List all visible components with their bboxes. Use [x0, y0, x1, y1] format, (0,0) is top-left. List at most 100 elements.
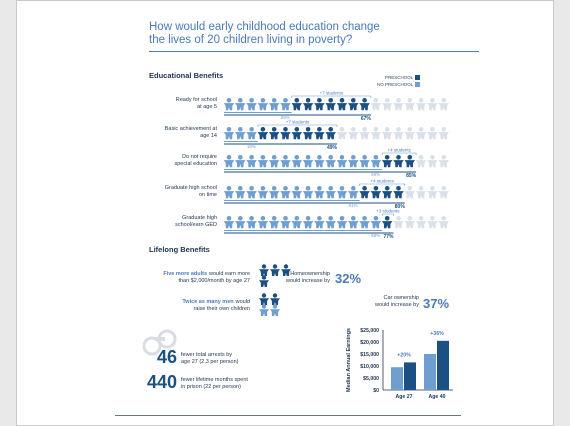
person-icon	[336, 154, 348, 168]
earnings-category-label: Age 27	[395, 394, 412, 400]
prison-text-1: fewer lifetime months spent	[181, 377, 248, 383]
person-icon	[280, 97, 291, 111]
person-icon	[325, 185, 336, 199]
infographic-page: How would early childhood education chan…	[16, 0, 554, 426]
person-icon	[359, 215, 370, 229]
person-icon	[302, 185, 314, 199]
no-preschool-value: 28%	[281, 115, 290, 120]
category-label: at age 5	[197, 104, 217, 110]
preschool-value: 77%	[383, 234, 394, 240]
increase-bracket	[257, 124, 338, 127]
adult-icons-group	[259, 264, 291, 316]
title-line-2: the lives of 20 children living in pover…	[149, 34, 353, 46]
person-icon	[393, 126, 404, 140]
person-icon	[438, 154, 449, 168]
y-tick-label: $0	[373, 388, 379, 394]
preschool-value: 80%	[395, 204, 406, 210]
person-icon	[302, 126, 314, 140]
person-icon	[381, 154, 393, 168]
category-label: school/earn GED	[175, 222, 217, 228]
person-icon	[393, 154, 404, 168]
person-icon	[359, 97, 370, 111]
category-label: Do not require	[182, 154, 217, 160]
person-icon	[348, 126, 359, 140]
adult-icon	[270, 264, 280, 276]
person-icon	[427, 97, 438, 111]
person-icon	[404, 126, 416, 140]
increase-label: +4 students	[370, 179, 394, 184]
no-preschool-value: 61%	[349, 203, 358, 208]
y-tick-label: $25,000	[360, 328, 379, 334]
prison-number: 440	[147, 372, 177, 392]
person-icon	[370, 215, 382, 229]
person-icon	[415, 126, 427, 140]
person-icon	[359, 185, 370, 199]
person-icon	[370, 154, 382, 168]
person-icon	[370, 185, 382, 199]
person-icon	[336, 185, 348, 199]
no-preschool-value: 68%	[371, 233, 380, 238]
person-icon	[280, 215, 291, 229]
preschool-value: 85%	[406, 173, 417, 179]
person-icon	[370, 97, 382, 111]
person-icon	[246, 185, 257, 199]
category-label: Basic achievement at	[165, 126, 218, 132]
person-icon	[291, 126, 303, 140]
person-icon	[257, 97, 269, 111]
educational-benefits-heading: Educational Benefits	[149, 71, 224, 80]
arrests-number: 46	[157, 347, 177, 367]
person-icon	[348, 215, 359, 229]
earnings-category-label: Age 40	[428, 394, 445, 400]
raise-highlight: Twice as many men	[182, 299, 234, 305]
increase-bracket	[359, 183, 406, 186]
person-icon	[427, 126, 438, 140]
person-icon	[246, 97, 257, 111]
person-icon	[291, 97, 303, 111]
category-label: age 14	[200, 133, 217, 139]
person-icon	[291, 154, 303, 168]
person-icon	[370, 126, 382, 140]
person-icon	[415, 215, 427, 229]
earnings-chart: $25,000 $20,000 $15,000 $10,000 $5,000 $0 Medi…	[346, 328, 453, 400]
home-percent: 32%	[335, 271, 361, 286]
increase-bracket	[291, 95, 372, 98]
person-icon	[257, 154, 269, 168]
person-icon	[291, 215, 303, 229]
person-icon	[381, 215, 393, 229]
person-icon	[280, 154, 291, 168]
person-icon	[223, 126, 235, 140]
legend-preschool: PRESCHOOL	[377, 74, 421, 81]
category-label: Graduate high	[182, 215, 217, 221]
person-icon	[393, 215, 404, 229]
chart-legend: PRESCHOOL NO PRESCHOOL	[377, 74, 421, 88]
y-tick-label: $20,000	[360, 340, 379, 346]
person-icon	[348, 97, 359, 111]
person-icon	[257, 215, 269, 229]
person-icon	[246, 154, 257, 168]
page-title: How would early childhood education chan…	[149, 21, 449, 47]
person-icon	[415, 154, 427, 168]
preschool-value: 49%	[327, 145, 338, 151]
earnings-bar	[437, 340, 449, 390]
person-icon	[257, 126, 269, 140]
handcuffs-icon	[142, 329, 177, 356]
title-rule	[149, 51, 479, 52]
earnings-increase-label: +20%	[397, 352, 411, 358]
legend-no-preschool-label: NO PRESCHOOL	[377, 82, 414, 87]
category-label: Graduate high school	[165, 185, 217, 191]
earn-highlight: Five more adults	[163, 271, 207, 277]
no-preschool-value: 15%	[247, 144, 256, 149]
person-icon	[404, 215, 416, 229]
person-icon	[268, 215, 280, 229]
legend-preschool-swatch	[415, 75, 421, 80]
person-icon	[268, 97, 280, 111]
person-icon	[427, 185, 438, 199]
person-icon	[325, 126, 336, 140]
person-icon	[381, 185, 393, 199]
earnings-bar	[424, 354, 436, 390]
legend-no-preschool: NO PRESCHOOL	[377, 81, 421, 88]
person-icon	[415, 97, 427, 111]
person-icon	[404, 97, 416, 111]
adult-icon	[259, 275, 269, 287]
category-label: on time	[199, 192, 217, 198]
